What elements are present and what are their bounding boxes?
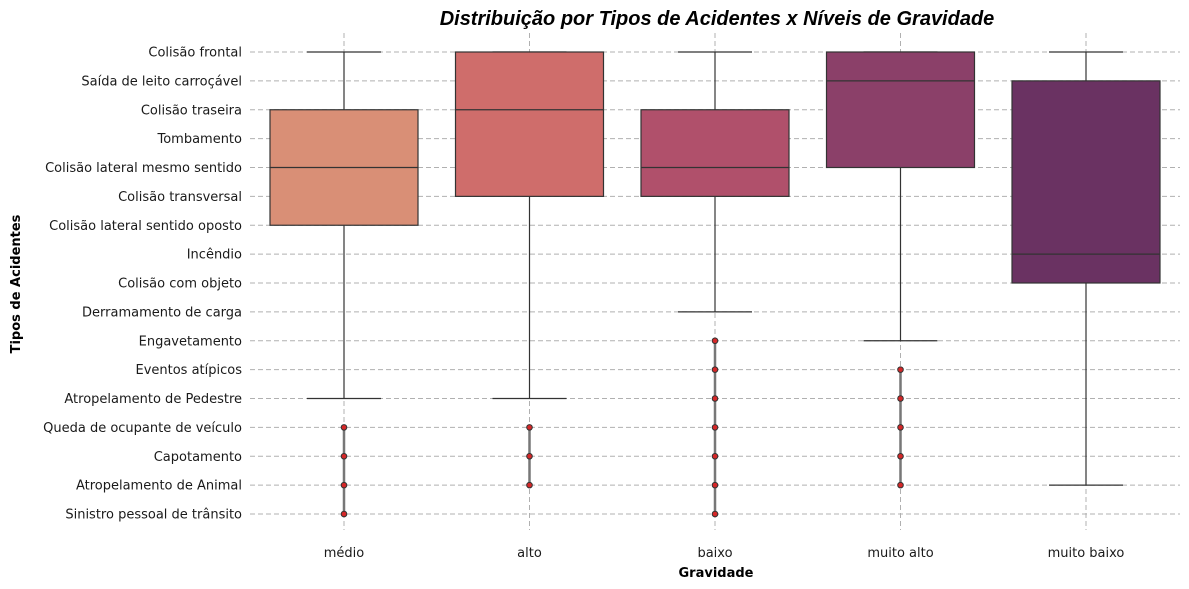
box [1011,80,1161,284]
y-tick-label: Tombamento [156,132,242,147]
y-tick-label: Atropelamento de Animal [76,479,242,494]
y-tick-label: Queda de ocupante de veículo [43,421,242,436]
box [825,51,976,169]
y-tick-label: Eventos atípicos [135,363,242,378]
outlier-point [711,366,719,373]
outlier-point [711,481,719,489]
outlier-point [526,424,533,431]
box-group [825,51,976,489]
outlier-point [340,481,348,489]
outlier-point [897,395,904,402]
outlier-point [340,424,348,431]
outlier-point [897,481,904,489]
y-tick-label: Colisão lateral sentido oposto [49,219,242,234]
chart-title: Distribuição por Tipos de Acidentes x Ní… [440,8,995,30]
box [454,51,605,197]
x-tick-label: baixo [697,546,732,561]
outlier-point [711,424,719,431]
outlier-point [711,337,719,345]
box-group [269,51,419,518]
outlier-point [526,481,533,489]
y-tick-labels: Colisão frontal Saída de leito carroçável… [43,46,242,523]
x-tick-label: muito baixo [1048,546,1125,561]
y-axis-label: Tipos de Acidentes [9,214,24,353]
y-tick-label: Incêndio [187,248,242,263]
outlier-point [711,452,719,460]
x-tick-label: muito alto [867,546,933,561]
box-series [269,51,1161,518]
outlier-point [897,424,904,431]
y-tick-label: Saída de leito carroçável [81,74,242,89]
y-tick-label: Colisão transversal [118,190,242,205]
y-tick-label: Capotamento [154,450,242,465]
outlier-point [711,510,719,518]
y-tick-label: Colisão traseira [141,103,242,118]
y-tick-label: Engavetamento [139,334,242,349]
y-tick-label: Atropelamento de Pedestre [64,392,242,407]
outlier-point [340,510,348,518]
y-tick-label: Colisão lateral mesmo sentido [45,161,242,176]
x-tick-labels: médio alto baixo muito alto muito baixo [324,546,1125,561]
outlier-point [897,452,904,460]
box-group [640,51,790,518]
y-tick-label: Colisão com objeto [118,277,242,292]
x-tick-label: médio [324,546,365,561]
x-axis-label: Gravidade [679,566,754,581]
box-group [1011,51,1161,486]
x-tick-label: alto [517,546,542,561]
y-tick-label: Derramamento de carga [82,305,242,320]
outlier-point [897,366,904,373]
y-tick-label: Sinistro pessoal de trânsito [65,508,242,523]
outlier-point [526,452,533,460]
box-group [454,51,605,489]
outlier-point [711,395,719,402]
y-tick-label: Colisão frontal [148,46,242,61]
outlier-point [340,452,348,460]
box [640,109,790,197]
